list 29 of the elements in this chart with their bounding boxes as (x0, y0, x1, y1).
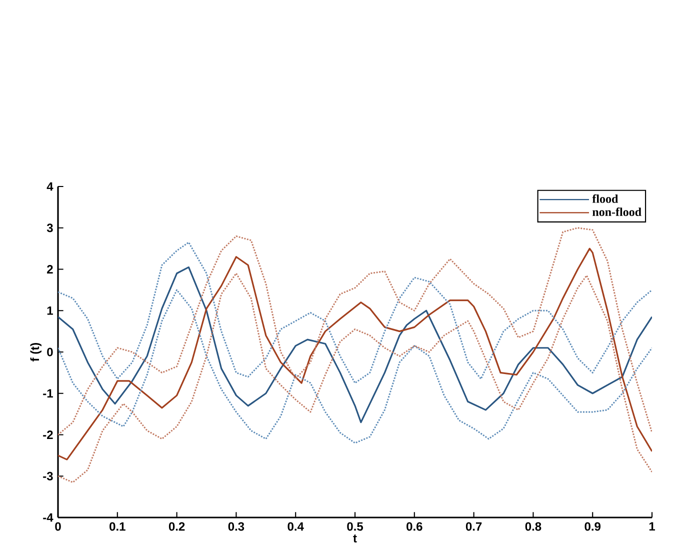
line-series (58, 266, 652, 424)
x-tick-label: 0.7 (466, 522, 482, 531)
x-tick-label: 0.3 (228, 522, 244, 531)
y-tick-label: 1 (47, 306, 53, 315)
y-tick-label: 3 (46, 224, 53, 232)
x-tick-label: 0.4 (288, 522, 304, 531)
x-tick-label: 0 (55, 522, 61, 531)
y-tick-label: 2 (47, 265, 53, 274)
x-tick-label: 0.8 (525, 522, 542, 531)
y-tick-label: -2 (43, 430, 53, 439)
y-tick-label: -1 (43, 389, 53, 398)
y-tick-label: 0 (47, 348, 53, 356)
line-series (58, 289, 652, 444)
legend-label: non-flood (592, 207, 642, 216)
y-tick-label: -4 (43, 513, 54, 522)
x-tick-label: 0.5 (347, 522, 364, 531)
y-tick-label: -3 (43, 472, 53, 480)
x-tick-label: 0.6 (406, 522, 422, 531)
x-axis-title: t (353, 534, 357, 543)
line-series (58, 227, 652, 436)
legend-label: flood (592, 194, 618, 203)
line-series (58, 242, 652, 384)
x-tick-label: 1 (649, 522, 656, 530)
x-tick-label: 0.9 (584, 522, 601, 531)
y-tick-label: 4 (46, 182, 54, 191)
x-tick-label: 0.1 (110, 522, 126, 531)
y-axis-title: f (t) (30, 342, 42, 362)
line-series (58, 248, 652, 460)
x-tick-label: 0.2 (168, 522, 185, 531)
